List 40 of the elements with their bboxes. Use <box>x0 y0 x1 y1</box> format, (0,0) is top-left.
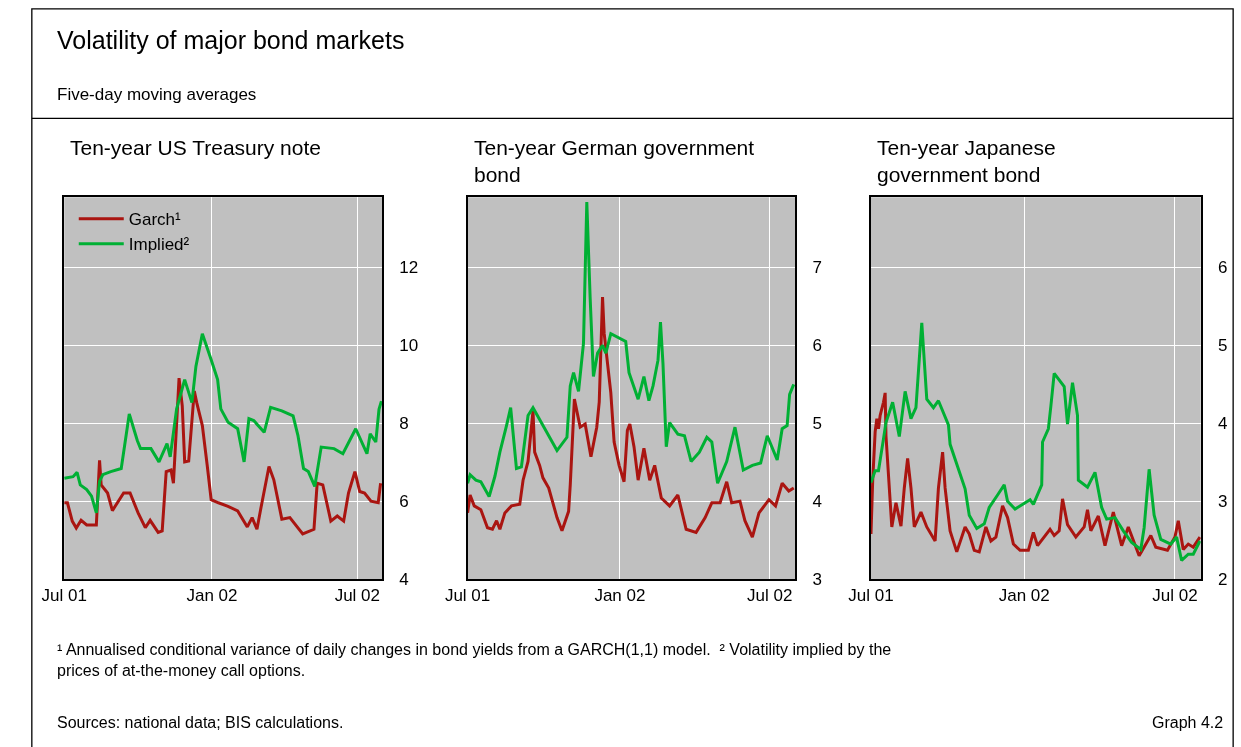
y-tick-label: 4 <box>812 492 823 512</box>
y-tick-label: 2 <box>1217 570 1228 590</box>
x-tick-label: Jan 02 <box>594 586 646 606</box>
x-tick-label: Jan 02 <box>998 586 1050 606</box>
y-tick-label: 3 <box>1217 492 1228 512</box>
x-tick-label: Jul 01 <box>848 586 894 606</box>
line-series <box>870 321 1201 562</box>
text: Five-day moving averages <box>57 85 257 104</box>
y-tick-label: 5 <box>1217 336 1228 356</box>
y-tick-label: 4 <box>399 570 409 590</box>
x-tick-label: Jul 01 <box>444 586 491 606</box>
line-series <box>64 376 383 536</box>
line-series <box>870 391 1201 558</box>
x-tick-label: Jul 02 <box>1152 586 1198 606</box>
y-tick-label: 4 <box>1217 414 1228 434</box>
legend-label: Garch¹ <box>128 210 182 230</box>
legend-label: Implied² <box>128 235 190 255</box>
x-tick-label: Jul 02 <box>334 586 381 606</box>
x-tick-label: Jul 02 <box>747 586 793 606</box>
x-tick-label: Jan 02 <box>186 586 238 606</box>
y-tick-label: 7 <box>812 258 823 278</box>
chart-title: Ten-year US Treasury note <box>70 136 321 159</box>
y-tick-label: 5 <box>812 414 823 434</box>
source-note: Sources: national data; BIS calculations. <box>57 714 344 731</box>
chart-title: Ten-year Japanese government bond <box>877 136 1056 187</box>
text: Volatility of major bond markets <box>57 26 405 54</box>
y-tick-label: 6 <box>1217 258 1228 278</box>
y-tick-label: 3 <box>812 570 823 590</box>
y-tick-label: 12 <box>399 258 419 278</box>
caption: Graph 4.2 <box>1152 714 1224 731</box>
line-series <box>64 332 383 515</box>
y-tick-label: 6 <box>399 492 409 512</box>
line-series <box>467 295 796 539</box>
chart-title: Ten-year German government bond <box>474 136 755 187</box>
line-series <box>467 200 796 499</box>
y-tick-label: 10 <box>399 336 419 356</box>
y-tick-label: 6 <box>812 336 823 356</box>
x-tick-label: Jul 01 <box>41 586 87 606</box>
text: ¹ Annualised conditional variance of daily changes in bond yields from a GARCH(1,1) model. ² Volatility implied by the prices of at-the-money call options. <box>57 641 892 679</box>
y-tick-label: 8 <box>399 414 409 434</box>
